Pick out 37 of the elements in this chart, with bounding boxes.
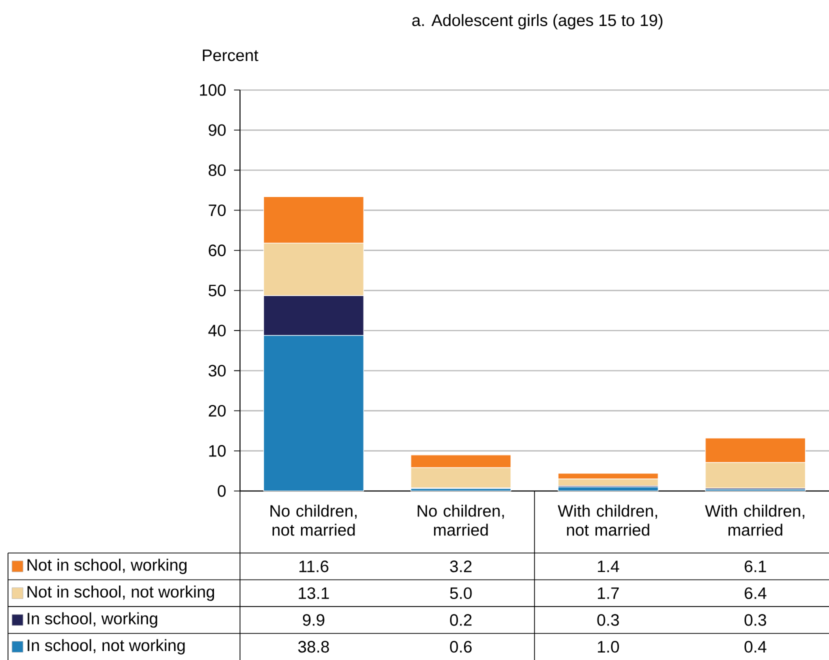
chart-title: a. Adolescent girls (ages 15 to 19): [412, 14, 662, 30]
data-label: 0.4: [744, 640, 766, 653]
data-label: 0.2: [450, 614, 472, 626]
y-tick-label: 0: [218, 485, 226, 497]
data-label: 1.4: [598, 560, 620, 572]
y-tick-label: 30: [208, 364, 226, 377]
legend-label: In school, working: [28, 612, 158, 628]
y-tick-label: 60: [208, 244, 226, 256]
y-tick-label: 10: [209, 445, 226, 457]
data-label: 5.0: [450, 587, 472, 600]
y-tick-label: 40: [208, 324, 226, 336]
data-label: 6.1: [744, 560, 766, 572]
legend-label: Not in school, working: [28, 558, 187, 574]
legend-label: In school, not working: [28, 639, 185, 654]
legend-label: Not in school, not working: [28, 586, 214, 601]
data-label: 0.3: [744, 614, 766, 626]
y-tick-label: 70: [208, 204, 226, 216]
y-axis-title: Percent: [202, 50, 258, 62]
data-label: 0.3: [597, 614, 619, 626]
data-label: 38.8: [298, 640, 329, 653]
x-tick-label: With children, not married: [558, 504, 658, 536]
y-tick-label: 80: [208, 164, 226, 176]
x-tick-label: With children, married: [705, 504, 804, 536]
data-label: 3.2: [450, 560, 472, 572]
data-label: 0.6: [450, 640, 472, 653]
y-tick-label: 50: [208, 284, 226, 296]
data-label: 1.0: [598, 640, 619, 653]
data-label: 11.6: [299, 560, 328, 572]
x-tick-label: No children, married: [418, 504, 504, 536]
data-label: 1.7: [598, 588, 619, 599]
data-label: 9.9: [302, 614, 324, 626]
y-tick-label: 90: [208, 124, 226, 136]
data-label: 13.1: [298, 587, 329, 600]
data-label: 6.4: [744, 587, 766, 600]
y-tick-label: 100: [200, 84, 226, 96]
y-tick-label: 20: [208, 404, 226, 417]
x-tick-label: No children, not married: [270, 504, 357, 536]
